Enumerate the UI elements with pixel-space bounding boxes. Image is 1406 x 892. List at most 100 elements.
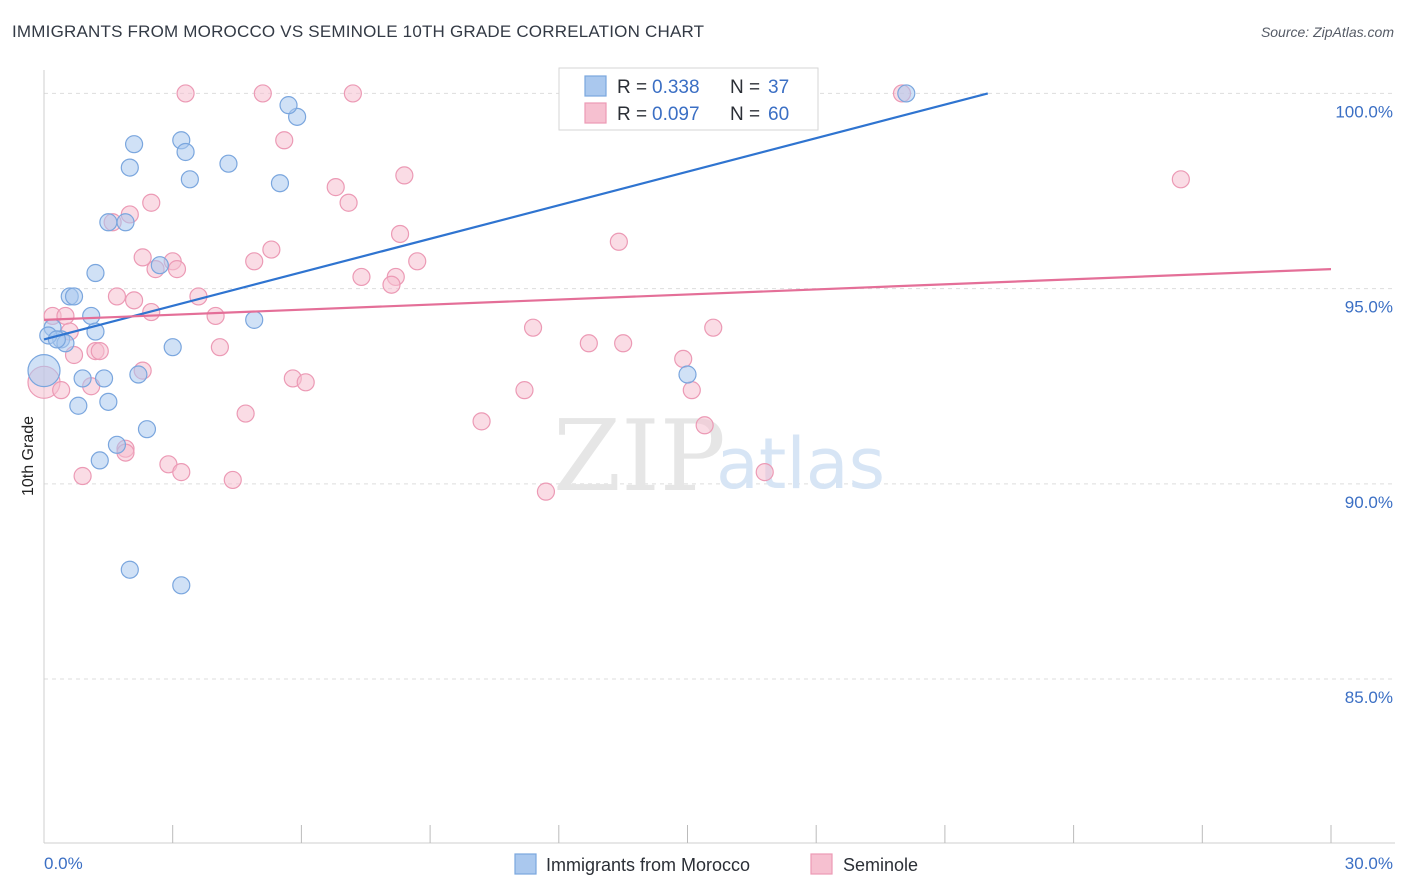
morocco-points	[27, 84, 916, 595]
bottom-legend-swatch-morocco	[514, 853, 537, 875]
y-axis-label: 10th Grade	[20, 416, 37, 496]
legend-swatch-morocco	[584, 75, 607, 97]
seminole-point-24	[107, 287, 127, 306]
seminole-point-23	[382, 275, 401, 294]
seminole-point-15	[262, 240, 281, 259]
legend-r-value-morocco: 0.338	[652, 77, 700, 98]
seminole-point-14	[133, 248, 152, 267]
seminole-point-49	[236, 404, 255, 423]
y-tick-label-1: 95.0%	[1345, 298, 1393, 317]
seminole-point-48	[682, 381, 701, 400]
morocco-point-3	[176, 142, 195, 162]
seminole-point-56	[223, 470, 242, 490]
x-tick-label-0: 0.0%	[44, 854, 83, 873]
seminole-point-50	[472, 412, 491, 431]
legend-n-label-seminole: N =	[730, 104, 760, 125]
legend-r-label-seminole: R =	[617, 104, 647, 125]
seminole-point-46	[515, 381, 534, 400]
bottom-legend: Immigrants from Morocco Seminole	[514, 853, 918, 875]
seminole-point-13	[609, 232, 628, 251]
seminole-point-43	[296, 373, 315, 392]
grid-layer	[44, 92, 1395, 680]
seminole-point-54	[172, 463, 191, 482]
seminole-point-38	[90, 341, 109, 361]
morocco-point-29	[137, 420, 157, 439]
seminole-point-8	[142, 193, 161, 212]
legend-n-value-seminole: 60	[768, 104, 789, 125]
legend-r-label-morocco: R =	[617, 77, 647, 98]
morocco-point-5	[219, 154, 238, 173]
morocco-point-14	[64, 287, 84, 306]
seminole-points	[27, 84, 1190, 501]
seminole-point-40	[674, 349, 693, 368]
morocco-point-7	[180, 170, 199, 189]
seminole-point-47	[52, 381, 71, 400]
seminole-point-51	[695, 416, 714, 435]
morocco-point-28	[99, 392, 118, 411]
legend-n-value-morocco: 37	[768, 77, 789, 98]
watermark-zip: ZIP	[553, 400, 726, 514]
legend-n-label-morocco: N =	[730, 77, 760, 98]
morocco-point-1	[279, 96, 298, 115]
morocco-point-24	[94, 369, 114, 388]
morocco-point-31	[90, 451, 109, 470]
x-tick-label-1: 30.0%	[1345, 854, 1393, 873]
y-tick-label-3: 85.0%	[1345, 688, 1393, 707]
morocco-point-4	[124, 135, 144, 154]
morocco-trend-line	[43, 92, 989, 341]
y-tick-label-0: 100.0%	[1335, 102, 1393, 121]
morocco-point-10	[116, 213, 135, 232]
seminole-point-55	[73, 466, 92, 486]
seminole-point-6	[1171, 170, 1190, 189]
chart-title: IMMIGRANTS FROM MOROCCO VS SEMINOLE 10TH…	[12, 22, 705, 41]
chart-source: Source: ZipAtlas.com	[1260, 24, 1394, 40]
morocco-point-6	[120, 158, 139, 177]
morocco-point-25	[129, 365, 148, 384]
morocco-point-11	[150, 256, 169, 275]
seminole-point-30	[206, 306, 225, 326]
seminole-point-1	[253, 84, 272, 103]
seminole-point-21	[352, 267, 371, 287]
morocco-point-23	[73, 369, 92, 388]
morocco-point-22	[27, 354, 61, 388]
trend-layer	[43, 92, 1332, 341]
bottom-legend-label-morocco: Immigrants from Morocco	[546, 855, 750, 875]
morocco-point-16	[245, 310, 264, 329]
seminole-point-31	[523, 318, 543, 337]
morocco-point-21	[163, 338, 182, 357]
morocco-point-32	[120, 560, 139, 579]
morocco-point-33	[172, 576, 191, 595]
legend-swatch-seminole	[584, 102, 607, 124]
seminole-point-36	[614, 334, 633, 353]
seminole-point-5	[395, 166, 414, 185]
seminole-point-20	[167, 260, 187, 279]
seminole-point-12	[390, 224, 410, 244]
seminole-point-35	[579, 334, 598, 353]
ticks-layer: 100.0% 95.0% 90.0% 85.0% 0.0% 30.0%	[44, 102, 1393, 873]
morocco-point-8	[270, 174, 290, 193]
seminole-point-25	[124, 291, 144, 310]
seminole-point-58	[536, 482, 556, 501]
seminole-point-57	[755, 463, 774, 482]
seminole-point-34	[210, 338, 229, 357]
y-tick-label-2: 90.0%	[1345, 493, 1393, 512]
seminole-point-9	[339, 193, 358, 212]
seminole-point-16	[245, 252, 264, 271]
watermark: ZIP atlas	[553, 400, 885, 514]
seminole-point-2	[343, 84, 362, 103]
top-legend: R = 0.338 N = 37 R = 0.097 N = 60	[558, 67, 819, 131]
legend-r-value-seminole: 0.097	[652, 104, 700, 125]
morocco-point-30	[107, 435, 127, 454]
morocco-point-27	[69, 396, 88, 415]
seminole-trend-line	[43, 268, 1332, 321]
seminole-point-18	[408, 252, 427, 271]
seminole-point-26	[189, 287, 208, 306]
watermark-atlas: atlas	[716, 423, 885, 505]
bottom-legend-label-seminole: Seminole	[843, 855, 918, 875]
seminole-point-32	[704, 318, 723, 337]
morocco-point-15	[82, 306, 101, 326]
morocco-point-9	[99, 213, 118, 232]
axes-layer	[43, 70, 1395, 844]
morocco-point-26	[678, 365, 697, 384]
